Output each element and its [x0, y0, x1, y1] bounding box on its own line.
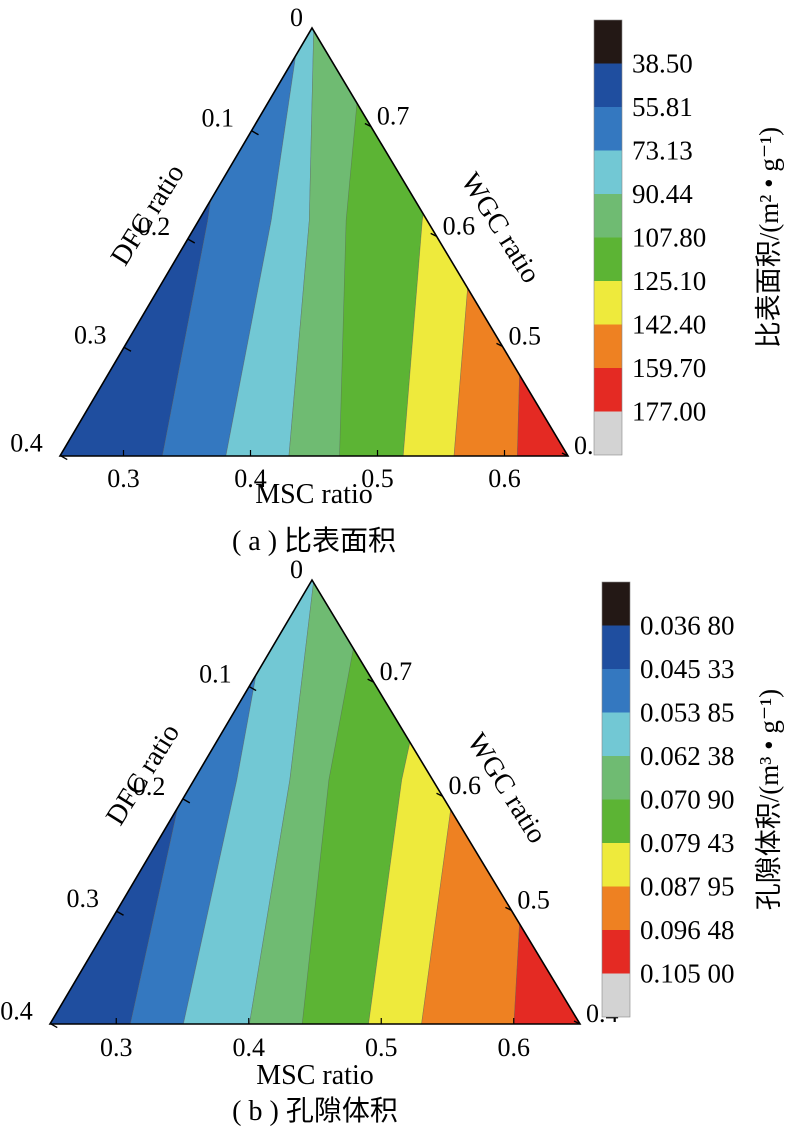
colorbar-swatch	[602, 712, 630, 756]
left-tick	[182, 798, 191, 804]
bottom-tick-label: 0.6	[488, 464, 521, 493]
left-tick	[187, 238, 196, 244]
colorbar-swatch	[594, 368, 622, 412]
colorbar-level-label: 55.81	[632, 92, 693, 122]
right-tick-label: 0.5	[508, 321, 541, 350]
left-tick	[251, 130, 259, 136]
bottom-tick-label: 0.6	[498, 1033, 531, 1062]
colorbar-level-label: 125.10	[632, 266, 706, 296]
colorbar-swatch	[594, 237, 622, 281]
left-tick-label: 0.4	[0, 997, 33, 1026]
left-tick-label: 0.3	[67, 884, 100, 913]
left-tick-label: 0.2	[138, 212, 171, 241]
colorbar-level-label: 0.079 43	[640, 828, 735, 858]
colorbar-title: 比表面积/(m² • g⁻¹)	[754, 127, 784, 348]
colorbar-swatch	[602, 582, 630, 626]
colorbar-swatch	[594, 281, 622, 325]
right-tick	[561, 452, 569, 457]
bottom-axis-title: MSC ratio	[255, 479, 372, 510]
contour-band	[161, 28, 302, 456]
colorbar-swatch	[594, 107, 622, 151]
left-tick	[59, 454, 68, 461]
left-tick-label: 0.1	[199, 660, 232, 689]
colorbar-swatch	[594, 411, 622, 455]
colorbar-level-label: 107.80	[632, 223, 706, 253]
right-tick	[430, 232, 437, 238]
colorbar-swatch	[594, 20, 622, 64]
left-tick-label: 0.3	[74, 320, 107, 349]
colorbar-level-label: 0.105 00	[640, 959, 735, 989]
colorbar-level-label: 0.096 48	[640, 915, 735, 945]
left-tick	[116, 910, 124, 916]
bottom-axis-title: MSC ratio	[256, 1060, 373, 1091]
right-tick	[496, 342, 503, 348]
ternary-frame	[58, 26, 570, 457]
right-tick	[573, 1020, 581, 1025]
bottom-tick-label: 0.4	[233, 1033, 266, 1062]
colorbar-title: 孔隙体积/(m³ • g⁻¹)	[754, 689, 784, 910]
colorbar-swatch	[602, 799, 630, 843]
left-tick-label: 0.2	[133, 772, 166, 801]
bottom-tick-label: 0.3	[107, 464, 140, 493]
apex-label: 0	[290, 555, 303, 584]
panel-caption: ( a ) 比表面积	[232, 525, 396, 557]
panel-b-pore-volume: 00.10.20.30.40.70.60.50.40.30.40.50.6DFC…	[0, 555, 784, 1127]
apex-label: 0	[290, 3, 303, 32]
colorbar-level-label: 0.062 38	[640, 741, 735, 771]
right-tick	[505, 906, 512, 911]
bottom-tick-label: 0.4	[234, 464, 267, 493]
colorbar-level-label: 38.50	[632, 49, 693, 79]
left-tick	[248, 685, 257, 692]
right-tick	[436, 792, 443, 797]
colorbar-swatch	[594, 324, 622, 368]
colorbar-swatch	[602, 625, 630, 669]
colorbar-swatch	[594, 63, 622, 107]
bottom-tick-label: 0.3	[100, 1033, 133, 1062]
right-tick-label: 0.6	[449, 771, 482, 800]
colorbar-swatch	[602, 669, 630, 713]
bottom-tick-label: 0.5	[361, 464, 394, 493]
contour-band	[248, 580, 369, 1024]
colorbar-level-label: 0.070 90	[640, 785, 735, 815]
colorbar-level-label: 0.036 80	[640, 611, 735, 641]
left-tick	[123, 346, 132, 352]
colorbar-level-label: 0.053 85	[640, 698, 735, 728]
colorbar-swatch	[602, 756, 630, 800]
colorbar: 0.036 80 0.045 33 0.053 85 0.062 38 0.070 90…	[601, 581, 784, 1018]
colorbar-level-label: 142.40	[632, 310, 706, 340]
colorbar-level-label: 73.13	[632, 136, 693, 166]
panel-a-specific-surface-area: 00.10.20.30.40.70.60.50.40.3 0.4 0.5 0.6DFC…	[10, 3, 784, 557]
colorbar-swatch	[594, 150, 622, 194]
ternary-frame	[48, 578, 582, 1025]
right-tick-label: 0.7	[377, 101, 410, 130]
right-tick-label: 0.5	[517, 885, 550, 914]
contour-band	[182, 580, 316, 1024]
colorbar-swatch	[602, 843, 630, 887]
colorbar-level-label: 177.00	[632, 397, 706, 427]
colorbar-swatch	[602, 930, 630, 974]
left-tick-label: 0.1	[202, 104, 235, 133]
colorbar-swatch	[602, 973, 630, 1017]
contour-band	[224, 28, 315, 456]
colorbar-swatch	[602, 886, 630, 930]
right-tick	[367, 678, 374, 683]
bottom-tick-label: 0.5	[365, 1033, 398, 1062]
right-tick	[364, 122, 372, 128]
colorbar-level-label: 0.045 33	[640, 654, 735, 684]
panel-caption: ( b ) 孔隙体积	[232, 1095, 398, 1127]
colorbar-swatch	[594, 194, 622, 238]
colorbar: 38.50 55.81 73.13 90.44 107.80 125.10 142.40 15…	[593, 19, 784, 456]
colorbar-level-label: 90.44	[632, 179, 693, 209]
left-tick	[49, 1022, 58, 1029]
left-tick-label: 0.4	[10, 429, 43, 458]
colorbar-level-label: 159.70	[632, 353, 706, 383]
colorbar-level-label: 0.087 95	[640, 872, 735, 902]
right-tick-label: 0.7	[380, 657, 413, 686]
right-tick-label: 0.6	[443, 211, 476, 240]
